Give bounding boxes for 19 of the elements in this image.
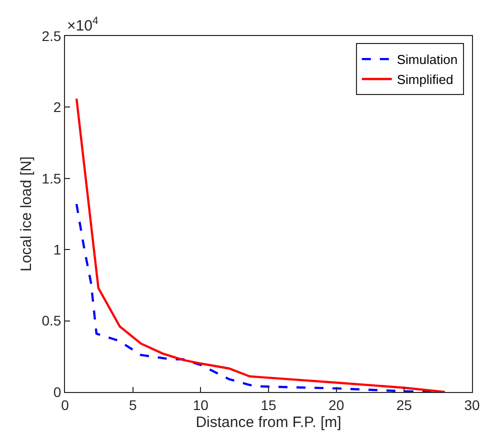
y-tick-label: 2.5 [42,28,62,44]
x-tick-label: 30 [464,396,480,413]
x-tick-label: 10 [192,396,209,413]
line-series [75,98,446,392]
x-tick-label: 5 [128,396,137,413]
x-axis-title: Distance from F.P. [m] [196,414,342,431]
x-tick-label: 25 [396,396,412,413]
x-tick-label: 15 [260,396,276,413]
y-axis-title: Local ice load [N] [18,156,35,272]
text: ×10$^{4}$ [67,15,98,34]
y-tick-label: 1 [53,242,62,258]
y-tick-label: 0.5 [42,312,62,329]
y-tick-label: 2 [53,99,62,116]
legend-label: Simplified [396,72,454,88]
legend-label: Simulation [396,52,458,68]
x-tick-label: 20 [328,396,344,413]
y-tick-label: 0 [53,384,62,400]
y-tick-label: 1.5 [42,170,62,186]
line-series [75,202,432,392]
